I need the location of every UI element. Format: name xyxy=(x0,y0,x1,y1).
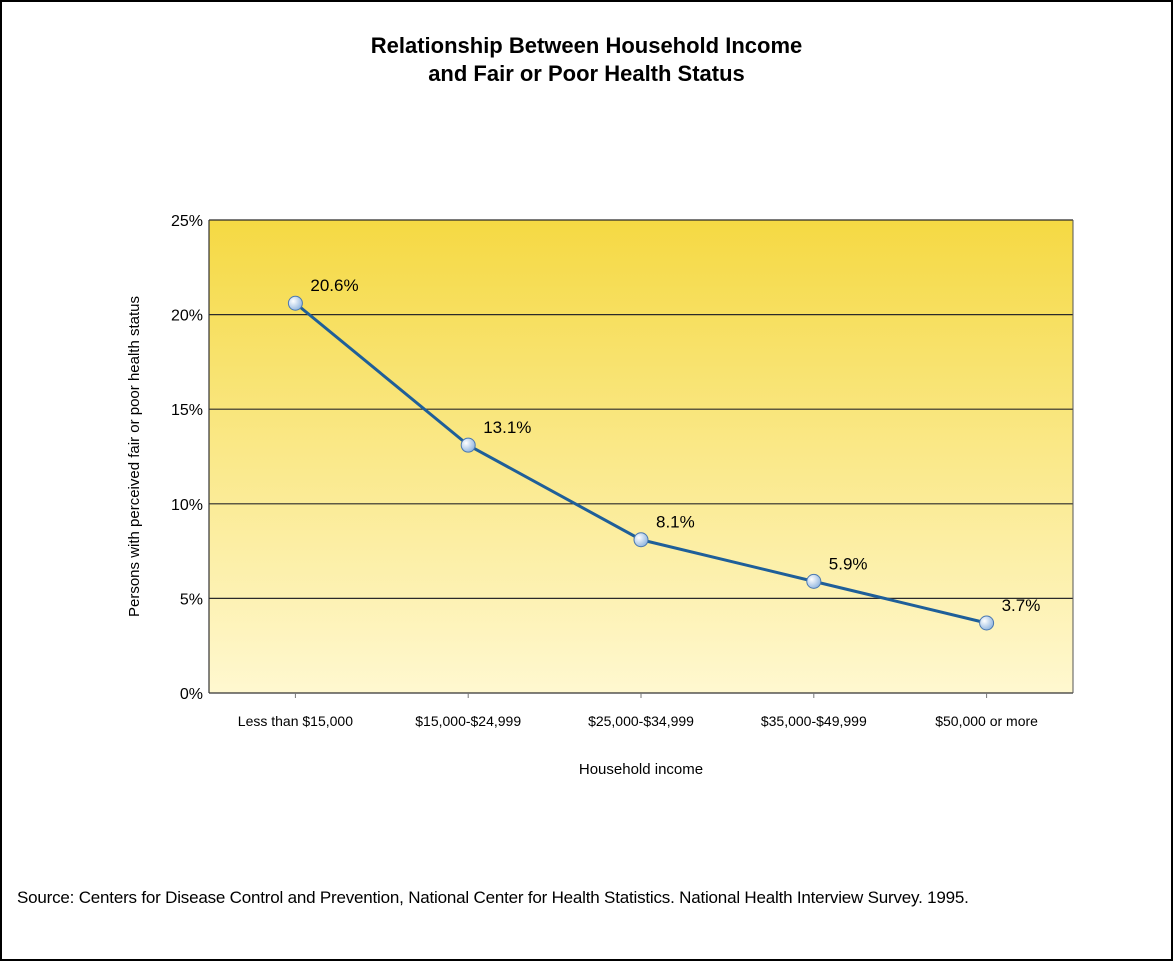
data-point xyxy=(460,437,476,453)
y-tick-label: 5% xyxy=(180,591,203,608)
line-chart: 0% 5% 10% 15% 20% 25% Less than $15,000 $15,000… xyxy=(126,213,1074,778)
axes: 0% 5% 10% 15% 20% 25% Less than $15,000 $15,000… xyxy=(171,213,1074,729)
data-label: 13.1% xyxy=(483,418,531,437)
x-axis-label: Household income xyxy=(579,761,703,778)
y-axis-label: Persons with perceived fair or poor heal… xyxy=(126,296,143,617)
source-note: Source: Centers for Disease Control and … xyxy=(17,888,969,907)
chart-title: Relationship Between Household Income an… xyxy=(2,32,1171,88)
y-tick-label: 25% xyxy=(171,213,203,230)
y-tick-label: 15% xyxy=(171,402,203,419)
chart-title-line-2: and Fair or Poor Health Status xyxy=(428,61,745,86)
series: 20.6% 13.1% 8.1% 5.9% 3.7% xyxy=(287,276,1041,631)
data-label: 20.6% xyxy=(310,276,358,295)
data-label: 5.9% xyxy=(829,554,868,573)
data-point xyxy=(806,573,822,589)
y-tick-label: 10% xyxy=(171,497,203,514)
data-point xyxy=(979,615,995,631)
gridlines xyxy=(209,219,1073,600)
x-tick-label: $50,000 or more xyxy=(935,713,1038,729)
y-tick-label: 20% xyxy=(171,308,203,325)
plot-area xyxy=(209,220,1073,693)
data-point xyxy=(633,532,649,548)
chart-title-line-1: Relationship Between Household Income xyxy=(370,33,803,58)
x-tick-label: Less than $15,000 xyxy=(238,713,353,729)
data-point xyxy=(287,295,303,311)
x-tick-label: $25,000-$34,999 xyxy=(588,713,694,729)
x-tick-label: $35,000-$49,999 xyxy=(761,713,867,729)
data-label: 3.7% xyxy=(1002,596,1041,615)
x-tick-label: $15,000-$24,999 xyxy=(415,713,521,729)
y-tick-label: 0% xyxy=(180,686,203,703)
data-label: 8.1% xyxy=(656,513,695,532)
